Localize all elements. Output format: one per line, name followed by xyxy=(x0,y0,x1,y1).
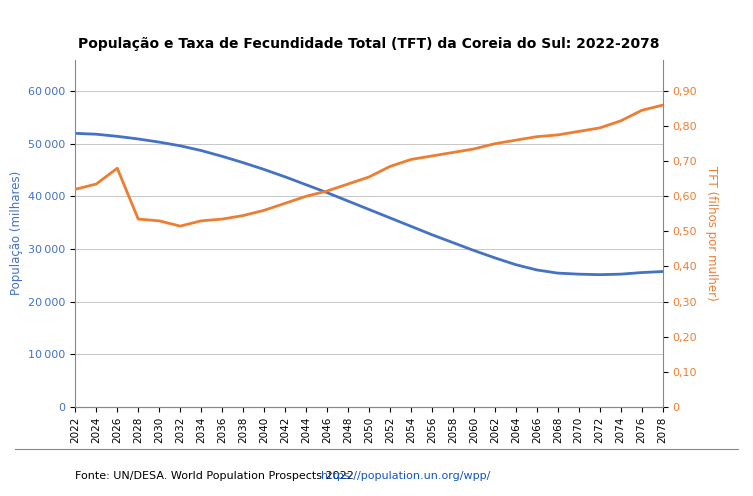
Y-axis label: População (milhares): População (milhares) xyxy=(10,171,23,295)
Title: População e Taxa de Fecundidade Total (TFT) da Coreia do Sul: 2022-2078: População e Taxa de Fecundidade Total (T… xyxy=(78,37,660,52)
Text: https://population.un.org/wpp/: https://population.un.org/wpp/ xyxy=(321,471,490,481)
Y-axis label: TFT (filhos por mulher): TFT (filhos por mulher) xyxy=(705,166,718,301)
Text: Fonte: UN/DESA. World Population Prospects 2022: Fonte: UN/DESA. World Population Prospec… xyxy=(75,471,358,481)
